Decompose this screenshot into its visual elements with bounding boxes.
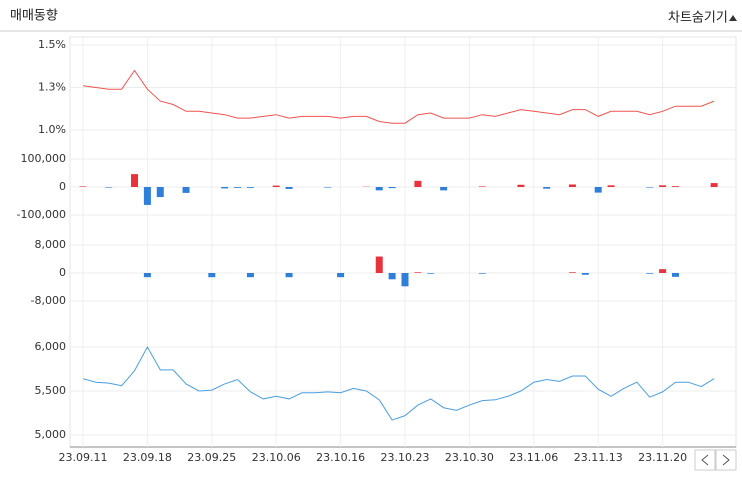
prev-button[interactable]: [695, 450, 715, 470]
bar: [582, 273, 589, 275]
x-tick-label: 23.10.16: [316, 451, 365, 464]
line: [83, 347, 714, 420]
line: [83, 71, 714, 124]
bar: [247, 187, 254, 188]
bar: [543, 187, 550, 189]
bar: [479, 273, 486, 274]
bar: [324, 187, 331, 188]
bar: [376, 257, 383, 273]
toggle-icon[interactable]: [729, 15, 737, 21]
bar: [659, 185, 666, 187]
bar: [427, 273, 434, 274]
y-tick-label: 1.3%: [38, 81, 66, 94]
x-tick-label: 23.10.06: [252, 451, 301, 464]
y-tick-label: 1.0%: [38, 123, 66, 136]
bar: [414, 272, 421, 273]
y-tick-label: 5,500: [35, 384, 67, 397]
x-tick-label: 23.09.25: [187, 451, 236, 464]
x-tick-label: 23.10.23: [381, 451, 430, 464]
bar: [273, 186, 280, 187]
bar: [286, 187, 293, 189]
x-tick-label: 23.11.20: [638, 451, 687, 464]
bar: [105, 187, 112, 188]
title: 매매동향: [10, 9, 58, 24]
bar: [376, 187, 383, 190]
x-tick-label: 23.09.11: [59, 451, 108, 464]
bar: [608, 185, 615, 187]
y-tick-label: 100,000: [21, 152, 67, 165]
bar: [440, 187, 447, 190]
bar: [659, 269, 666, 273]
plot-frame: [70, 37, 736, 447]
bar: [569, 184, 576, 187]
y-tick-label: 0: [59, 266, 66, 279]
bar: [646, 273, 653, 274]
bar: [569, 272, 576, 273]
y-tick-label: 1.5%: [38, 38, 66, 51]
y-tick-label: 6,000: [35, 340, 67, 353]
bar: [131, 174, 138, 187]
bar: [517, 185, 524, 187]
bar: [221, 187, 228, 188]
bar: [479, 186, 486, 187]
bar: [672, 273, 679, 277]
bar: [183, 187, 190, 193]
y-tick-label: -8,000: [31, 294, 66, 307]
bar: [337, 273, 344, 277]
x-tick-label: 23.11.06: [509, 451, 558, 464]
bar: [208, 273, 215, 277]
bar: [389, 273, 396, 279]
y-tick-label: 8,000: [35, 238, 67, 251]
bar: [672, 186, 679, 187]
bar: [414, 181, 421, 187]
bar: [711, 183, 718, 187]
bar: [595, 187, 602, 193]
bar: [144, 187, 151, 205]
y-tick-label: 5,000: [35, 428, 67, 441]
x-tick-label: 23.09.18: [123, 451, 172, 464]
bar: [286, 273, 293, 277]
y-tick-label: 0: [59, 180, 66, 193]
y-tick-label: -100,000: [17, 208, 66, 221]
bar: [144, 273, 151, 277]
next-button[interactable]: [716, 450, 736, 470]
bar: [157, 187, 164, 197]
x-tick-label: 23.10.30: [445, 451, 494, 464]
bar: [234, 187, 241, 188]
bar: [80, 186, 87, 187]
bar: [247, 273, 254, 277]
bar: [389, 187, 396, 188]
x-tick-label: 23.11.13: [574, 451, 623, 464]
toggle[interactable]: 차트숨기기: [668, 11, 728, 26]
bar: [646, 187, 653, 188]
bar: [402, 273, 409, 286]
